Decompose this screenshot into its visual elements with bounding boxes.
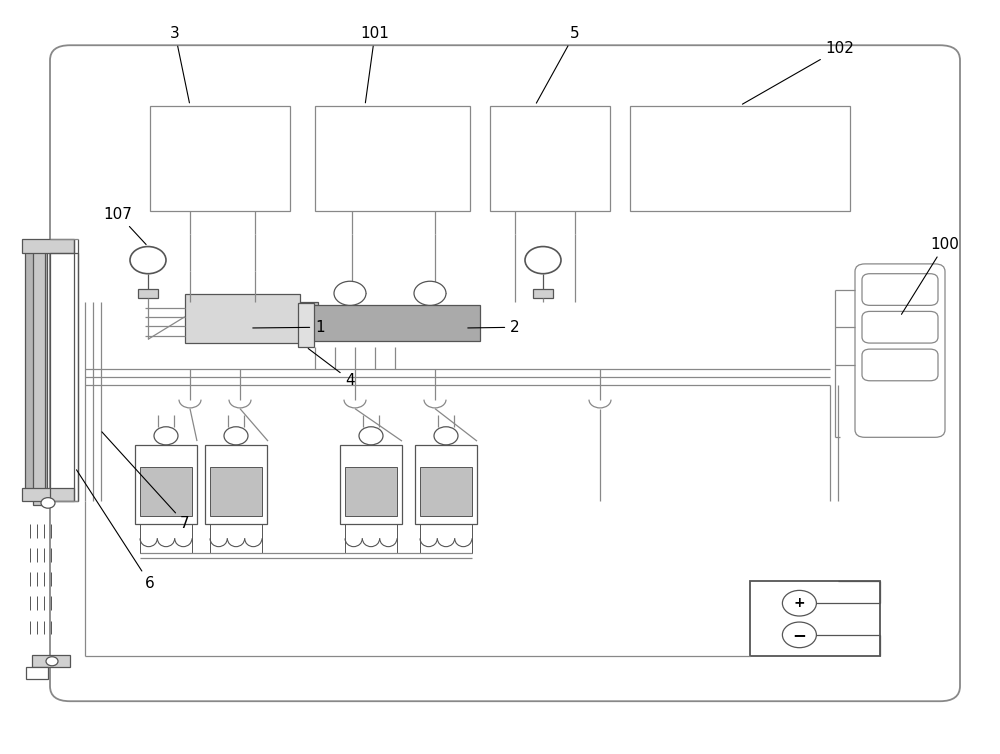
Bar <box>185 294 300 343</box>
Bar <box>750 581 880 656</box>
Bar <box>345 467 397 516</box>
Bar <box>32 655 70 667</box>
Circle shape <box>359 427 383 445</box>
Circle shape <box>224 427 248 445</box>
Circle shape <box>41 498 55 508</box>
Bar <box>210 524 262 553</box>
Circle shape <box>782 622 816 648</box>
Bar <box>630 106 850 211</box>
Bar <box>140 524 192 553</box>
FancyBboxPatch shape <box>862 311 938 343</box>
Bar <box>420 467 472 516</box>
Bar <box>490 106 610 211</box>
Bar <box>138 289 158 298</box>
Text: 3: 3 <box>170 26 189 103</box>
Text: −: − <box>792 626 806 644</box>
Text: 7: 7 <box>102 432 190 531</box>
Circle shape <box>782 590 816 616</box>
Text: 101: 101 <box>361 26 389 103</box>
Text: 100: 100 <box>901 237 959 314</box>
Text: 6: 6 <box>77 470 155 591</box>
FancyBboxPatch shape <box>862 349 938 381</box>
Bar <box>22 239 74 253</box>
Bar <box>533 289 553 298</box>
Text: +: + <box>794 596 805 610</box>
Circle shape <box>154 427 178 445</box>
Bar <box>135 445 197 524</box>
Bar <box>300 302 318 336</box>
Circle shape <box>46 657 58 666</box>
FancyBboxPatch shape <box>862 274 938 305</box>
Bar <box>22 488 74 501</box>
Text: 4: 4 <box>308 348 355 388</box>
Bar <box>150 106 290 211</box>
Circle shape <box>130 247 166 274</box>
Bar <box>210 467 262 516</box>
Bar <box>305 305 480 341</box>
Bar <box>315 106 470 211</box>
Text: 1: 1 <box>253 320 325 335</box>
Bar <box>420 524 472 553</box>
Bar <box>33 241 45 505</box>
Text: 2: 2 <box>468 320 520 335</box>
Text: 102: 102 <box>742 41 854 104</box>
Circle shape <box>334 281 366 305</box>
Bar <box>26 667 48 679</box>
Bar <box>50 253 78 501</box>
Bar <box>298 303 314 347</box>
Bar <box>415 445 477 524</box>
Text: 107: 107 <box>104 207 146 244</box>
Circle shape <box>434 427 458 445</box>
Circle shape <box>414 281 446 305</box>
Bar <box>205 445 267 524</box>
Bar <box>340 445 402 524</box>
Bar <box>25 249 47 498</box>
Text: 5: 5 <box>536 26 580 103</box>
Circle shape <box>525 247 561 274</box>
Bar <box>345 524 397 553</box>
Bar <box>140 467 192 516</box>
